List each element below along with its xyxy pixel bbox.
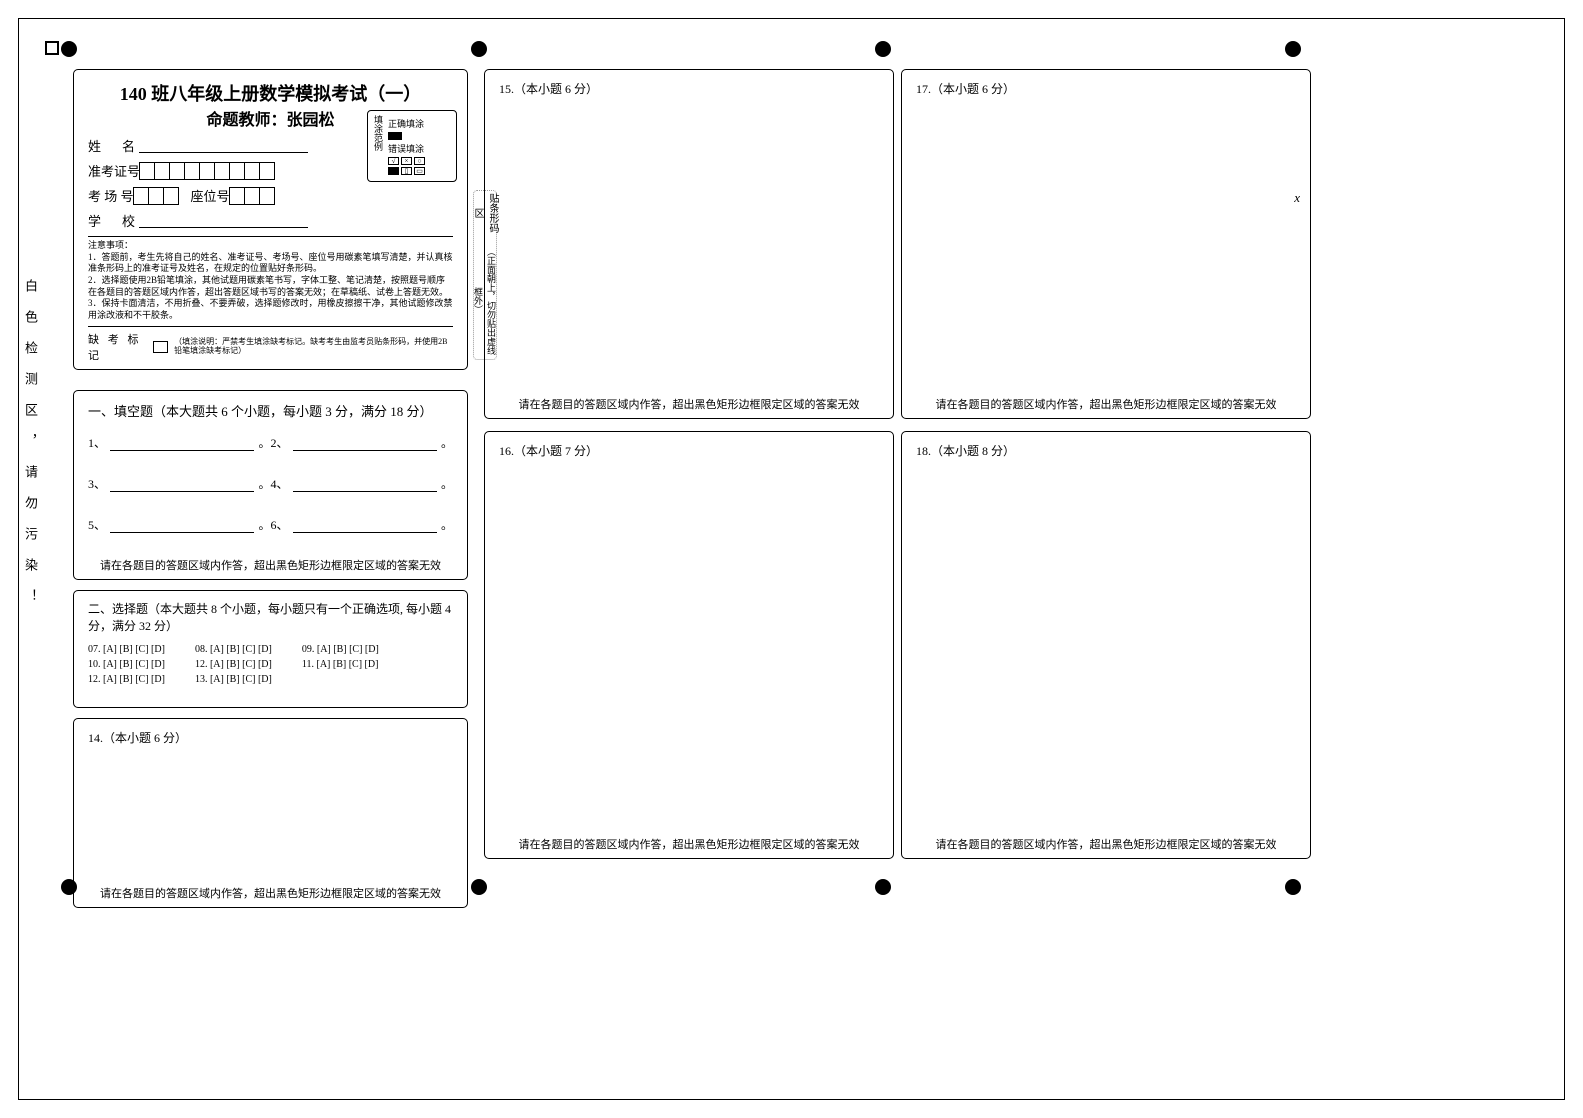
header-box: 140 班八年级上册数学模拟考试（一） 命题教师：张园松 姓 名 准考证号 考 … <box>73 69 468 370</box>
side-warning-text: 白色检测区，请勿污染！ <box>21 279 40 620</box>
blank-6[interactable] <box>293 532 437 533</box>
mc-12b[interactable]: 12. [A] [B] [C] [D] <box>88 674 165 685</box>
marker-dot <box>1285 879 1301 895</box>
note-2: 2．选择题使用2B铅笔填涂，其他试题用碳素笔书写，字体工整、笔记清楚，按照题号顺… <box>88 275 453 298</box>
blank-row-2: 3、。 4、。 <box>88 475 453 492</box>
q17-title: 17.（本小题 6 分） <box>916 80 1296 97</box>
blank-5[interactable] <box>110 532 254 533</box>
q15-title: 15.（本小题 6 分） <box>499 80 879 97</box>
note-1: 1．答题前，考生先将自己的姓名、准考证号、考场号、座位号用碳素笔填写清楚，并认真… <box>88 252 453 275</box>
mc-row-1: 07. [A] [B] [C] [D] 08. [A] [B] [C] [D] … <box>88 644 453 655</box>
column-1: 140 班八年级上册数学模拟考试（一） 命题教师：张园松 姓 名 准考证号 考 … <box>73 69 468 908</box>
absent-checkbox[interactable] <box>153 341 168 353</box>
q18-title: 18.（本小题 8 分） <box>916 442 1296 459</box>
marker-dot <box>471 879 487 895</box>
blank-4-label: 4、 <box>271 475 289 492</box>
mc-10[interactable]: 10. [A] [B] [C] [D] <box>88 659 165 670</box>
room-label: 考 场 号 <box>88 186 134 205</box>
q17-box: 17.（本小题 6 分） x 请在各题目的答题区域内作答，超出黑色矩形边框限定区… <box>901 69 1311 419</box>
room-seat-row: 考 场 号 座位号 <box>88 186 453 205</box>
answer-sheet-page: 白色检测区，请勿污染！ 140 班八年级上册数学模拟考试（一） 命题教师：张园松… <box>18 18 1565 1100</box>
fillex-wrong-label: 错误填涂 <box>388 142 424 155</box>
mc-11[interactable]: 11. [A] [B] [C] [D] <box>302 659 379 670</box>
section1-warn: 请在各题目的答题区域内作答，超出黑色矩形边框限定区域的答案无效 <box>74 557 467 573</box>
seat-cells[interactable] <box>230 187 275 205</box>
q15-warn: 请在各题目的答题区域内作答，超出黑色矩形边框限定区域的答案无效 <box>485 396 893 412</box>
blank-5-label: 5、 <box>88 516 106 533</box>
mc-row-3: 12. [A] [B] [C] [D] 13. [A] [B] [C] [D] <box>88 674 453 685</box>
corner-square <box>45 41 59 55</box>
school-line[interactable] <box>139 214 308 228</box>
column-3: 17.（本小题 6 分） x 请在各题目的答题区域内作答，超出黑色矩形边框限定区… <box>901 69 1311 859</box>
name-label: 姓 名 <box>88 136 139 155</box>
fillex-wrong-row: 错误填涂 <box>388 142 452 155</box>
q14-title: 14.（本小题 6 分） <box>88 729 453 746</box>
section2-header: 二、选择题（本大题共 8 个小题，每小题只有一个正确选项, 每小题 4 分，满分… <box>88 601 453 635</box>
mc-row-2: 10. [A] [B] [C] [D] 12. [A] [B] [C] [D] … <box>88 659 453 670</box>
blank-4[interactable] <box>293 491 437 492</box>
exam-title: 140 班八年级上册数学模拟考试（一） <box>88 80 453 106</box>
wrong-samples-2: ▯▭ <box>388 167 425 175</box>
mc-08[interactable]: 08. [A] [B] [C] [D] <box>195 644 272 655</box>
blank-row-3: 5、。 6、。 <box>88 516 453 533</box>
q15-box: 15.（本小题 6 分） 请在各题目的答题区域内作答，超出黑色矩形边框限定区域的… <box>484 69 894 419</box>
absent-note: （填涂说明：严禁考生填涂缺考标记。缺考考生由监考员贴条形码，并使用2B铅笔填涂缺… <box>174 338 453 356</box>
name-line[interactable] <box>139 139 308 153</box>
fillex-correct-row: 正确填涂 <box>388 117 452 130</box>
blank-6-label: 6、 <box>271 516 289 533</box>
blank-row-1: 1、。 2、。 <box>88 434 453 451</box>
section1-header: 一、填空题（本大题共 6 个小题，每小题 3 分，满分 18 分） <box>88 401 453 420</box>
absent-label: 缺 考 标 记 <box>88 331 147 363</box>
fill-example-box: 填涂范例 正确填涂 错误填涂 √×○ ▯▭ <box>367 110 457 182</box>
blank-2[interactable] <box>293 450 437 451</box>
correct-sample <box>388 132 402 140</box>
examno-label: 准考证号 <box>88 161 140 180</box>
school-row: 学 校 <box>88 211 308 230</box>
x-variable: x <box>1294 190 1300 206</box>
q14-box: 14.（本小题 6 分） 请在各题目的答题区域内作答，超出黑色矩形边框限定区域的… <box>73 718 468 908</box>
mc-13[interactable]: 13. [A] [B] [C] [D] <box>195 674 272 685</box>
q14-warn: 请在各题目的答题区域内作答，超出黑色矩形边框限定区域的答案无效 <box>74 885 467 901</box>
marker-dot <box>875 879 891 895</box>
marker-dot <box>471 41 487 57</box>
room-cells[interactable] <box>134 187 179 205</box>
mc-09[interactable]: 09. [A] [B] [C] [D] <box>302 644 379 655</box>
name-row: 姓 名 <box>88 136 308 155</box>
q16-box: 16.（本小题 7 分） 请在各题目的答题区域内作答，超出黑色矩形边框限定区域的… <box>484 431 894 859</box>
marker-dot <box>875 41 891 57</box>
q18-box: 18.（本小题 8 分） 请在各题目的答题区域内作答，超出黑色矩形边框限定区域的… <box>901 431 1311 859</box>
section1-box: 一、填空题（本大题共 6 个小题，每小题 3 分，满分 18 分） 1、。 2、… <box>73 390 468 580</box>
column-2: 15.（本小题 6 分） 请在各题目的答题区域内作答，超出黑色矩形边框限定区域的… <box>484 69 894 859</box>
examno-cells[interactable] <box>140 162 275 180</box>
blank-3-label: 3、 <box>88 475 106 492</box>
fillex-correct-label: 正确填涂 <box>388 117 424 130</box>
fillex-vlabel: 填涂范例 <box>372 115 385 177</box>
note-3: 3．保持卡面清洁，不用折叠、不要弄破，选择题修改时，用橡皮擦擦干净，其他试题修改… <box>88 298 453 321</box>
school-label: 学 校 <box>88 211 139 230</box>
q18-warn: 请在各题目的答题区域内作答，超出黑色矩形边框限定区域的答案无效 <box>902 836 1310 852</box>
blank-2-label: 2、 <box>271 434 289 451</box>
section2-box: 二、选择题（本大题共 8 个小题，每小题只有一个正确选项, 每小题 4 分，满分… <box>73 590 468 708</box>
q17-warn: 请在各题目的答题区域内作答，超出黑色矩形边框限定区域的答案无效 <box>902 396 1310 412</box>
mc-12a[interactable]: 12. [A] [B] [C] [D] <box>195 659 272 670</box>
absent-row: 缺 考 标 记 （填涂说明：严禁考生填涂缺考标记。缺考考生由监考员贴条形码，并使… <box>88 326 453 363</box>
q16-warn: 请在各题目的答题区域内作答，超出黑色矩形边框限定区域的答案无效 <box>485 836 893 852</box>
blank-1[interactable] <box>110 450 254 451</box>
blank-3[interactable] <box>110 491 254 492</box>
marker-dot <box>61 41 77 57</box>
seat-label: 座位号 <box>191 186 230 205</box>
blank-1-label: 1、 <box>88 434 106 451</box>
notes-block: 注意事项： 1．答题前，考生先将自己的姓名、准考证号、考场号、座位号用碳素笔填写… <box>88 236 453 322</box>
q16-title: 16.（本小题 7 分） <box>499 442 879 459</box>
notes-title: 注意事项： <box>88 240 453 252</box>
marker-dot <box>1285 41 1301 57</box>
mc-07[interactable]: 07. [A] [B] [C] [D] <box>88 644 165 655</box>
wrong-samples-1: √×○ <box>388 157 425 165</box>
